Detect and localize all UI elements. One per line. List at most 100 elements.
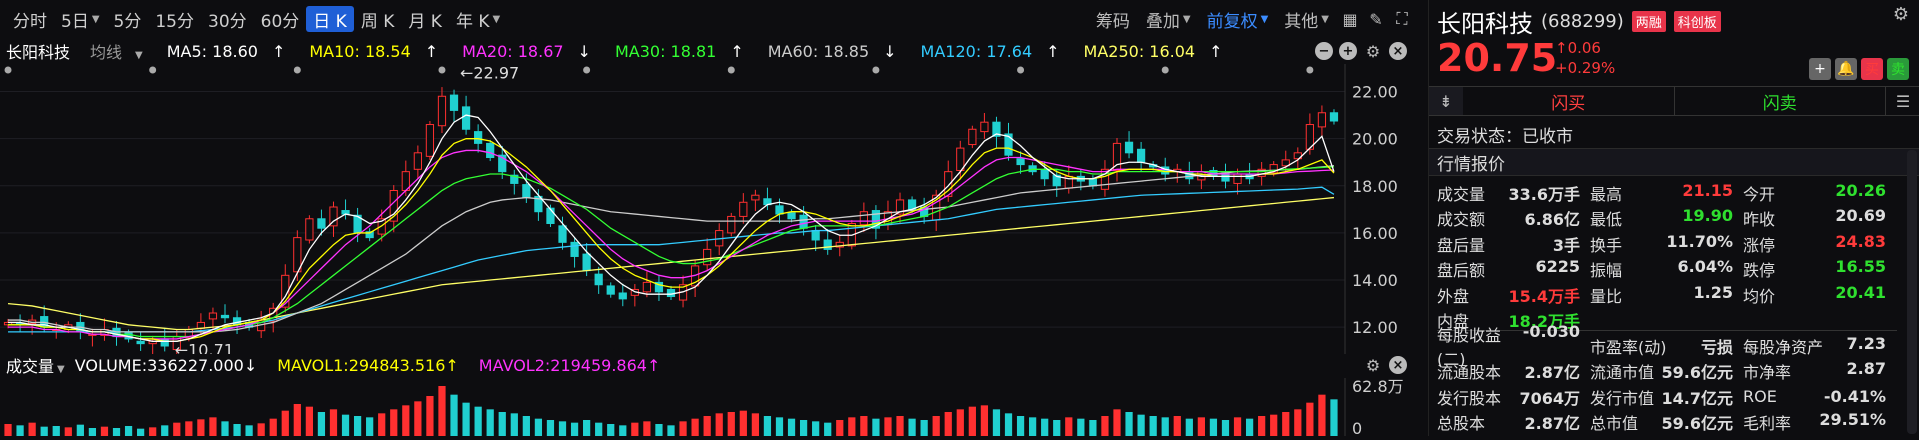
volume-bar [221, 421, 229, 436]
quote-action-button[interactable]: + [1809, 58, 1831, 80]
tab-timeframe-3[interactable]: 15分 [148, 6, 201, 32]
ma-line-ma10 [8, 138, 1335, 342]
quote-header: 长阳科技 (688299) 两融 科创板 [1437, 4, 1721, 39]
quote-action-button[interactable]: 买 [1861, 58, 1883, 80]
quote-action-button[interactable]: 卖 [1887, 58, 1909, 80]
volume-bar [1185, 418, 1193, 436]
volume-bar [269, 418, 277, 436]
quote-cell: 发行市值 14.7亿元 [1590, 385, 1743, 409]
event-dot[interactable] [727, 66, 735, 74]
quote-label: 量比 [1590, 286, 1623, 306]
volume-gear-icon[interactable]: ⚙ [1365, 355, 1381, 375]
quote-value: 15.4万手 [1508, 286, 1580, 306]
volume-bar [293, 404, 301, 436]
expand-icon[interactable]: ⇟ [1429, 87, 1463, 115]
event-dot[interactable] [1306, 66, 1314, 74]
tab-timeframe-2[interactable]: 5分 [107, 6, 149, 32]
event-dot[interactable] [1161, 66, 1169, 74]
quote-value: 6.04% [1677, 257, 1733, 277]
volume-bar [546, 420, 555, 436]
pen-icon[interactable]: ✎ [1369, 9, 1383, 29]
grid-icon[interactable]: ▦ [1342, 9, 1358, 29]
tab-timeframe-4[interactable]: 30分 [201, 6, 254, 32]
event-dot[interactable] [4, 66, 12, 74]
tab-timeframe-7[interactable]: 周 K [354, 6, 402, 32]
volume-bar [1306, 402, 1314, 436]
fullscreen-icon[interactable]: ⛶ [1396, 9, 1408, 28]
quote-cell: 市盈率(动) 亏损 [1590, 334, 1743, 358]
quote-cell: ROE -0.41% [1743, 387, 1896, 406]
candle-body [317, 218, 326, 229]
ma-selector[interactable]: 均线 ▼ [90, 43, 143, 62]
volume-bar [775, 417, 784, 436]
other-button[interactable]: 其他 ▼ [1284, 11, 1329, 32]
volume-bar [353, 416, 362, 436]
tab-timeframe-8[interactable]: 月 K [401, 6, 449, 32]
minus-icon[interactable]: − [1315, 42, 1333, 60]
volume-title[interactable]: 成交量 ▼ [6, 357, 65, 376]
scrollbar[interactable] [1907, 150, 1917, 434]
quote-label: 盘后量 [1437, 235, 1486, 255]
event-dot[interactable] [149, 66, 157, 74]
quote-label: 今开 [1743, 184, 1776, 204]
quote-cell: 外盘 15.4万手 [1437, 283, 1590, 307]
event-dot[interactable] [1017, 66, 1025, 74]
volume-bar [52, 426, 60, 436]
volume-close-icon[interactable]: × [1389, 356, 1407, 374]
tab-timeframe-0[interactable]: 分时 [6, 6, 54, 32]
event-dot[interactable] [872, 66, 880, 74]
volume-bar [655, 424, 663, 436]
volume-bar [739, 410, 747, 436]
quote-grid: 成交量 33.6万手 最高 21.15 今开 20.26 成交额 6.86亿 最低 19.90 昨收… [1437, 180, 1897, 333]
event-dot[interactable] [583, 66, 591, 74]
candle-body [558, 225, 567, 243]
menu-icon[interactable]: ☰ [1895, 91, 1911, 111]
flash-sell-button[interactable]: 闪卖 [1675, 87, 1886, 115]
quote-cell: 市净率 2.87 [1743, 359, 1896, 383]
volume-svg[interactable]: 62.8万 0 [0, 377, 1415, 438]
quote-row: 发行股本 7064万 发行市值 14.7亿元 ROE -0.41% [1437, 384, 1897, 410]
panel-gear-icon[interactable]: ⚙ [1892, 4, 1909, 25]
candle-body [944, 171, 953, 197]
volume-bar [992, 409, 1001, 436]
volume-bar [112, 428, 121, 436]
quote-cell: 流通股本 2.87亿 [1437, 359, 1590, 383]
tab-timeframe-5[interactable]: 60分 [254, 6, 307, 32]
kline-chart[interactable]: 22.00 20.00 18.00 16.00 14.00 12.00 ←22.97 ←10.… [0, 64, 1415, 360]
candle-body [703, 248, 712, 266]
flash-buy-button[interactable]: 闪买 [1463, 87, 1675, 115]
volume-bar [4, 424, 12, 436]
kline-svg[interactable]: 22.0020.0018.0016.0014.0012.00←22.97←10.… [0, 64, 1415, 360]
event-dot[interactable] [438, 66, 446, 74]
quote-value: 33.6万手 [1508, 184, 1580, 204]
volume-bar [173, 422, 181, 436]
adjust-button[interactable]: 前复权 ▼ [1206, 11, 1269, 32]
plus-icon[interactable]: + [1339, 42, 1357, 60]
stock-label: 长阳科技 [6, 43, 71, 62]
event-dot[interactable] [293, 66, 301, 74]
tab-timeframe-6[interactable]: 日 K [306, 6, 354, 32]
volume-chart[interactable]: 62.8万 0 [0, 377, 1415, 438]
volume-bar [281, 410, 289, 436]
overlay-button[interactable]: 叠加 ▼ [1145, 11, 1191, 32]
tab-timeframe-9[interactable]: 年 K ▼ [449, 6, 507, 32]
candle-body [1088, 178, 1098, 187]
volume-bar [1221, 420, 1230, 436]
volume-bar [872, 418, 880, 436]
volume-bar [1209, 418, 1218, 436]
quote-value: 29.51% [1819, 410, 1886, 430]
quote-label: 总股本 [1437, 414, 1486, 434]
quote-cell: 毛利率 29.51% [1743, 410, 1896, 434]
quote-action-button[interactable]: 🔔 [1835, 58, 1857, 80]
quote-row: 盘后额 6225 振幅 6.04% 跌停 16.55 [1437, 257, 1897, 283]
quote-cell: 量比 1.25 [1590, 283, 1743, 307]
ma-item: MA30: 18.81 ↑ [614, 41, 744, 61]
flash-trade-bar: ⇟ 闪买 闪卖 ☰ [1429, 86, 1919, 116]
gear-icon[interactable]: ⚙ [1365, 41, 1381, 61]
close-icon[interactable]: × [1389, 42, 1407, 60]
tab-timeframe-1[interactable]: 5日 ▼ [54, 6, 107, 32]
quote-value: 11.70% [1666, 231, 1733, 251]
volume-bar [932, 416, 940, 436]
candle-body [437, 95, 447, 127]
chips-button[interactable]: 筹码 [1095, 11, 1130, 32]
